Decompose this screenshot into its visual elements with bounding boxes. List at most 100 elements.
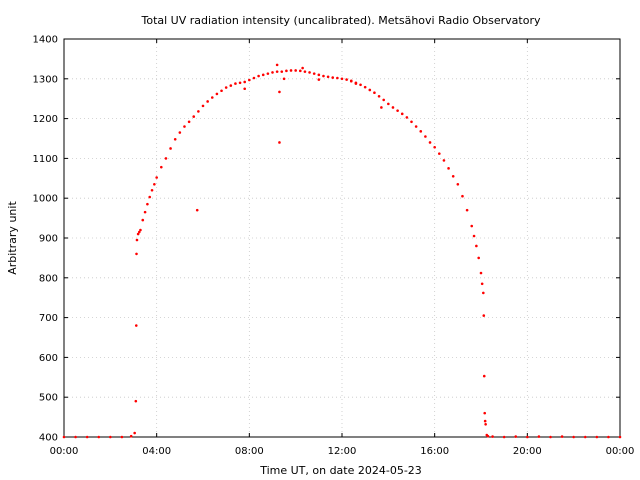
data-point [160,165,163,169]
axis-ticks: 00:00 04:00 08:00 12:00 16:00 20:00 00:00 400 50… [33,35,635,458]
x-tick-label: 20:00 [513,446,542,457]
data-point [382,98,386,102]
data-point [475,244,478,248]
data-point [173,137,177,141]
data-point [354,82,358,85]
data-point [491,435,494,438]
data-point [486,434,490,438]
data-point [169,147,172,150]
data-point [289,69,293,72]
data-point [438,152,441,155]
y-tick-label: 800 [39,273,58,284]
y-tick-label: 1100 [33,154,58,165]
y-tick-label: 400 [39,433,58,444]
x-tick-label: 00:00 [606,446,635,457]
data-point [447,167,450,170]
data-point [243,87,246,91]
data-point [482,291,485,295]
y-tick-label: 1400 [33,35,58,46]
data-point [275,70,279,73]
data-point [373,91,376,95]
data-point [514,435,518,438]
data-point [483,411,487,415]
data-point [183,125,186,128]
data-point [595,435,599,439]
data-point [278,90,281,94]
data-point [442,159,446,162]
data-point [502,435,506,439]
data-point [294,69,297,72]
data-point [139,228,142,232]
data-point [137,230,141,234]
data-point [97,435,101,439]
data-point [349,79,353,83]
data-point [150,188,154,192]
data-point [428,141,432,144]
data-point [607,435,610,439]
data-point [322,74,325,78]
data-point [135,238,139,242]
data-point [396,109,399,112]
data-point [164,157,168,160]
data-point [537,435,541,438]
data-point [484,422,487,426]
data-point [215,92,219,96]
data-point [224,86,228,89]
data-point [340,77,344,81]
data-point [482,374,486,378]
data-point [317,78,321,81]
data-point [526,435,529,439]
data-point [299,69,302,73]
data-point [414,125,418,128]
data-point [308,71,311,74]
data-point [278,141,281,144]
x-tick-label: 16:00 [420,446,449,457]
x-tick-label: 04:00 [142,446,171,457]
data-point [109,435,112,439]
data-point [465,208,469,212]
data-point [387,102,390,106]
data-point [618,435,622,439]
y-tick-label: 1300 [33,74,58,85]
data-point [345,78,348,81]
data-point [477,256,480,260]
data-point [141,218,145,222]
y-tick-label: 900 [39,234,58,245]
data-point [317,73,321,77]
data-point [135,252,138,256]
data-point [155,176,158,179]
data-point [336,76,339,80]
data-point [479,271,483,275]
data-point [229,84,233,87]
data-point [197,110,200,113]
data-point [243,80,246,84]
data-point [146,202,149,206]
data-point [134,324,138,327]
data-point [248,78,251,82]
data-point [482,314,486,317]
data-point [419,130,423,133]
data-point [148,195,152,199]
data-point [368,88,372,92]
chart-title: Total UV radiation intensity (uncalibrat… [141,14,541,27]
data-point [153,182,156,186]
data-point [312,72,316,75]
data-point [456,182,460,186]
data-point [136,232,140,236]
data-point [480,282,484,286]
data-point [143,210,147,214]
data-point [400,112,404,116]
y-tick-label: 1200 [33,114,58,125]
data-point [560,435,564,438]
data-point [410,120,413,124]
y-tick-label: 500 [39,393,58,404]
data-point [192,115,196,118]
data-point [129,434,133,438]
data-point [380,106,383,109]
data-point [451,175,455,178]
data-point [275,63,279,67]
data-point [220,89,223,93]
data-point [195,208,199,212]
